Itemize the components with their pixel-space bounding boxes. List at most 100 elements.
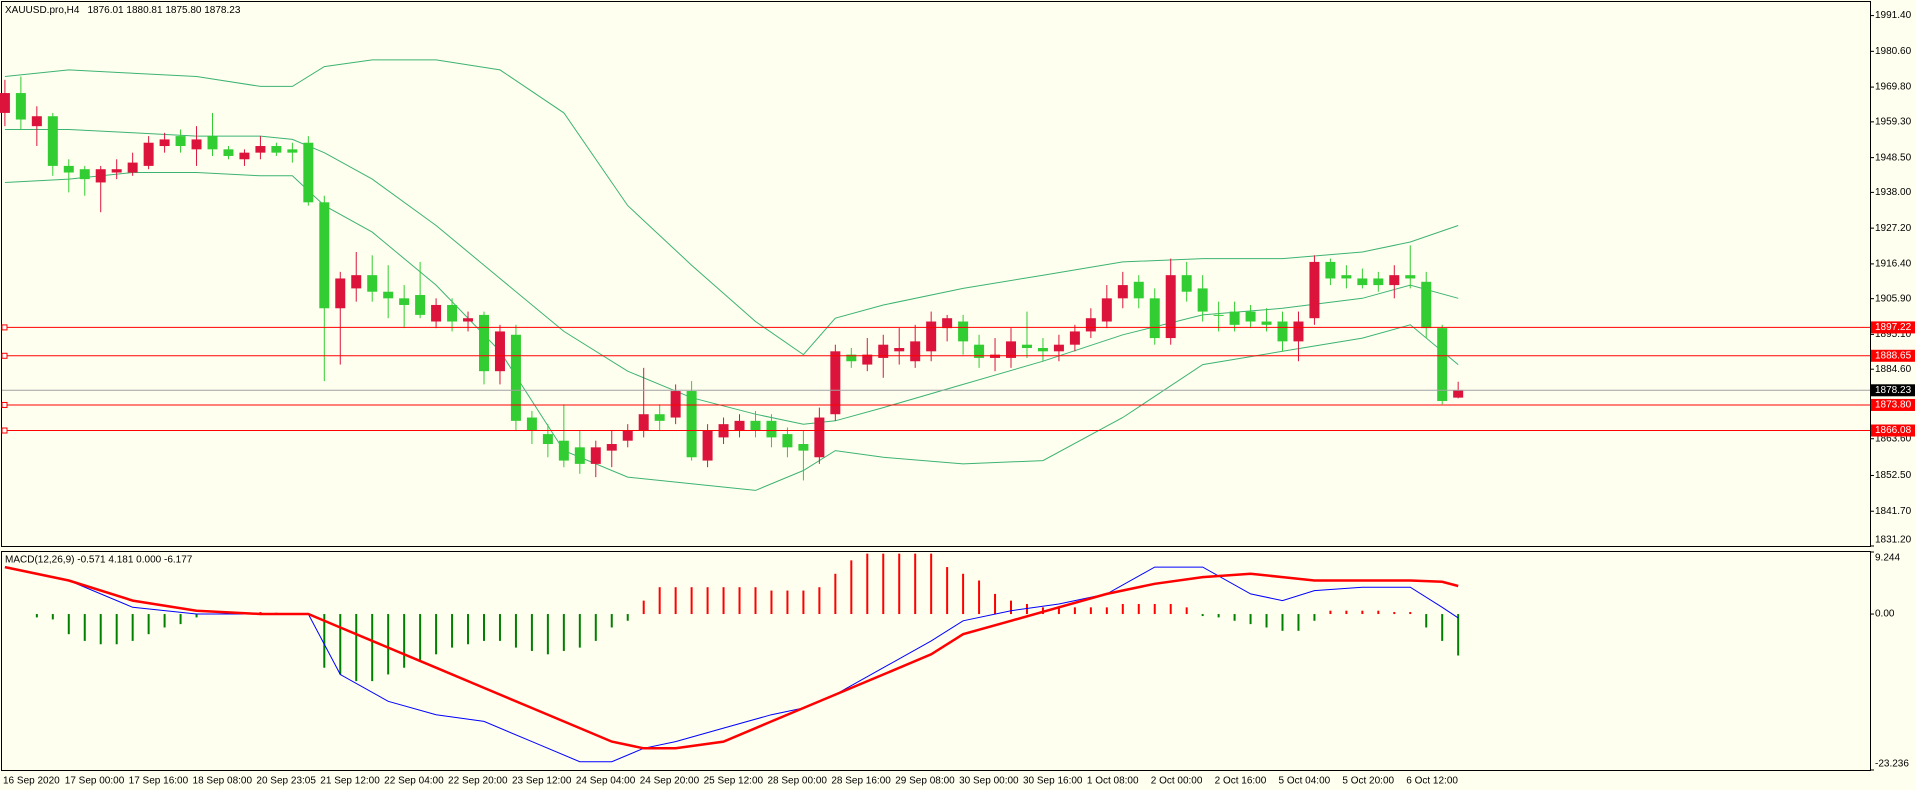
- plot-layer: 1991.40 1980.60 1969.80 1959.30 1948.50 1938.…: [0, 10, 1915, 787]
- candle-body: [1325, 261, 1336, 279]
- candle-body: [1053, 344, 1064, 352]
- candle-body: [1453, 390, 1464, 398]
- candle-body: [479, 314, 489, 372]
- x-tick-label: 20 Sep 23:05: [256, 776, 316, 787]
- level-anchor: [1, 401, 8, 408]
- candle-body: [1421, 281, 1432, 329]
- macd-line: [4, 565, 1459, 750]
- candle-body: [606, 444, 617, 451]
- candle-body: [670, 391, 681, 418]
- candle-body: [431, 304, 442, 322]
- candle-body: [1021, 344, 1032, 349]
- y-tick-label: 1895.10: [1875, 329, 1912, 340]
- candle-body: [830, 351, 841, 415]
- candle-body: [510, 334, 521, 421]
- current-price-label: 1878.23: [1875, 385, 1912, 396]
- candle-body: [1245, 311, 1256, 322]
- x-tick-label: 21 Sep 12:00: [320, 776, 380, 787]
- candle-body: [447, 304, 458, 322]
- level-label-box: [1871, 349, 1915, 362]
- y-tick-label: 1938.00: [1875, 187, 1912, 198]
- macd-title: MACD(12,26,9) -0.571 4.181 0.000 -6.177: [5, 555, 193, 566]
- candle-body: [590, 447, 601, 464]
- x-tick-label: 30 Sep 16:00: [1023, 776, 1083, 787]
- x-tick-label: 29 Sep 08:00: [895, 776, 955, 787]
- candle-body: [686, 391, 697, 458]
- x-tick-label: 5 Oct 20:00: [1342, 776, 1394, 787]
- level-label: 1897.22: [1875, 322, 1912, 333]
- candle-body: [463, 318, 474, 322]
- candle-body: [1085, 318, 1096, 332]
- x-tick-label: 30 Sep 00:00: [959, 776, 1019, 787]
- candle-body: [1389, 275, 1400, 286]
- candle-body: [958, 321, 969, 342]
- candle-body: [111, 169, 122, 173]
- y-tick-label: 1841.70: [1875, 506, 1912, 517]
- current-price-box: [1871, 384, 1915, 397]
- candle-body: [750, 420, 761, 431]
- x-tick-label: 16 Sep 2020: [3, 776, 60, 787]
- candle-body: [191, 139, 202, 150]
- y-tick-label: 1991.40: [1875, 10, 1912, 21]
- candle-body: [1101, 298, 1112, 322]
- candle-body: [846, 354, 857, 362]
- candle-body: [974, 344, 985, 358]
- level-anchor: [1, 324, 8, 331]
- candle-body: [351, 275, 362, 289]
- candle-body: [1293, 321, 1304, 342]
- candle-body: [558, 440, 569, 461]
- x-tick-label: 2 Oct 16:00: [1215, 776, 1267, 787]
- candle-body: [1037, 348, 1048, 352]
- candle-body: [79, 169, 90, 180]
- candle-body: [0, 93, 10, 113]
- candle-body: [1117, 285, 1128, 299]
- candle-body: [894, 348, 905, 352]
- y-tick-label: -23.236: [1875, 759, 1909, 770]
- candle-body: [175, 136, 186, 147]
- candle-body: [878, 344, 889, 358]
- candle-body: [1133, 281, 1144, 299]
- candle-body: [1213, 314, 1224, 316]
- x-tick-label: 5 Oct 04:00: [1279, 776, 1331, 787]
- x-tick-label: 22 Sep 20:00: [448, 776, 508, 787]
- candle-body: [95, 169, 106, 183]
- x-tick-label: 17 Sep 00:00: [65, 776, 125, 787]
- candle-body: [1405, 275, 1416, 279]
- candle-body: [926, 321, 937, 352]
- y-tick-label: 9.244: [1875, 553, 1900, 564]
- candle-body: [335, 278, 346, 309]
- x-tick-label: 28 Sep 00:00: [767, 776, 827, 787]
- candle-body: [303, 142, 314, 203]
- x-tick-label: 2 Oct 00:00: [1151, 776, 1203, 787]
- candle-body: [143, 142, 154, 166]
- level-label-box: [1871, 398, 1915, 411]
- candle-body: [1165, 275, 1176, 339]
- candle-body: [127, 162, 138, 173]
- candle-body: [15, 93, 26, 120]
- macd-panel-frame: [1, 551, 1871, 771]
- candle-body: [622, 430, 633, 441]
- candle-body: [862, 354, 873, 365]
- y-tick-label: 1948.50: [1875, 152, 1912, 163]
- candle-body: [526, 417, 537, 431]
- candle-body: [654, 414, 665, 421]
- band-lower: [4, 172, 1459, 491]
- level-anchor: [1, 427, 8, 434]
- candle-body: [910, 341, 921, 362]
- candle-body: [638, 414, 649, 431]
- y-tick-label: 1927.20: [1875, 223, 1912, 234]
- x-tick-label: 23 Sep 12:00: [512, 776, 572, 787]
- candle-body: [287, 149, 298, 153]
- candle-body: [798, 444, 809, 451]
- candle-body: [63, 165, 74, 173]
- candle-body: [1006, 341, 1017, 358]
- y-tick-label: 1852.50: [1875, 470, 1912, 481]
- symbol-title: XAUUSD.pro,H4: [5, 5, 80, 16]
- candle-body: [494, 331, 505, 372]
- y-tick-label: 1980.60: [1875, 46, 1912, 57]
- candle-body: [1149, 298, 1160, 339]
- candle-body: [223, 149, 234, 156]
- candle-body: [1069, 331, 1080, 345]
